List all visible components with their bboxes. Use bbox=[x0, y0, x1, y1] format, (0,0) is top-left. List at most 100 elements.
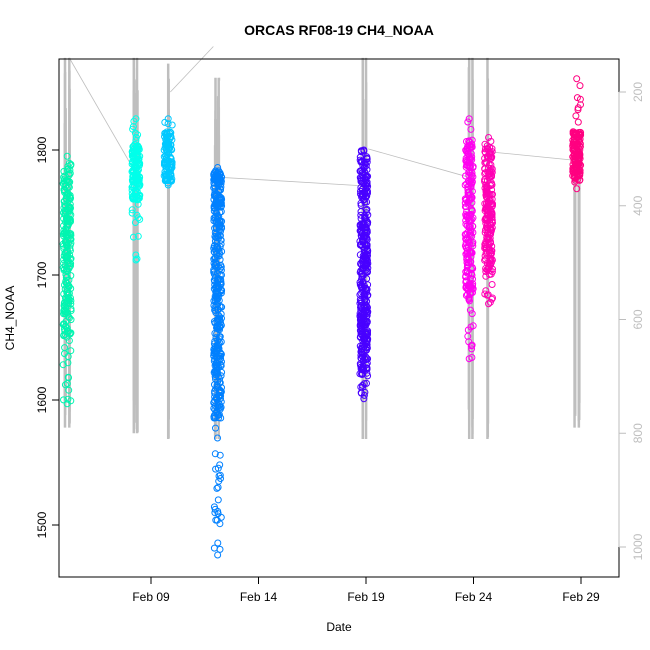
data-point bbox=[576, 171, 584, 179]
y2-tick-label-0: 200 bbox=[631, 82, 645, 102]
data-point bbox=[481, 176, 489, 184]
chart-title: ORCAS RF08-19 CH4_NOAA bbox=[244, 22, 434, 38]
data-point bbox=[60, 222, 67, 230]
flight-series-2 bbox=[160, 115, 176, 189]
data-point bbox=[130, 233, 137, 241]
data-point bbox=[67, 347, 75, 355]
data-point bbox=[361, 318, 369, 326]
data-point bbox=[214, 434, 221, 442]
data-point bbox=[60, 197, 68, 205]
data-point bbox=[62, 248, 70, 256]
data-point bbox=[488, 295, 496, 303]
data-point bbox=[166, 176, 174, 184]
data-point bbox=[61, 179, 69, 187]
data-point bbox=[167, 133, 175, 141]
data-point bbox=[469, 322, 477, 330]
data-point bbox=[213, 234, 221, 242]
data-point bbox=[129, 148, 136, 155]
data-point bbox=[469, 280, 477, 288]
data-point bbox=[211, 355, 219, 363]
data-point bbox=[210, 184, 218, 192]
data-point bbox=[466, 306, 474, 314]
data-point bbox=[571, 176, 579, 184]
axes bbox=[58, 58, 620, 578]
data-point bbox=[572, 112, 580, 120]
data-point bbox=[488, 200, 496, 208]
pressure-transit-0 bbox=[68, 57, 132, 167]
data-point bbox=[488, 213, 496, 221]
data-point bbox=[465, 270, 473, 278]
data-point bbox=[210, 172, 218, 179]
data-point bbox=[67, 194, 74, 202]
data-point bbox=[65, 203, 73, 211]
data-point bbox=[483, 291, 491, 299]
data-point bbox=[574, 118, 582, 126]
data-point bbox=[217, 338, 225, 346]
data-point bbox=[134, 152, 142, 160]
data-point bbox=[213, 290, 221, 297]
data-point bbox=[215, 252, 223, 260]
data-point bbox=[571, 155, 579, 163]
data-point bbox=[210, 503, 218, 511]
data-point bbox=[60, 396, 67, 404]
data-point bbox=[63, 253, 71, 261]
data-point bbox=[132, 251, 140, 259]
data-point bbox=[60, 310, 67, 318]
data-point bbox=[464, 118, 472, 126]
data-point bbox=[217, 286, 225, 294]
data-point bbox=[488, 165, 496, 173]
data-point bbox=[359, 243, 367, 250]
data-point bbox=[570, 138, 578, 146]
data-point bbox=[364, 211, 372, 219]
data-point bbox=[218, 314, 225, 322]
y2-ticks: 200 400 600 800 1000 bbox=[619, 82, 645, 560]
data-point bbox=[358, 171, 366, 179]
data-point bbox=[467, 125, 475, 133]
x-tick-label-0: Feb 09 bbox=[132, 590, 170, 604]
data-point bbox=[467, 183, 475, 191]
data-point bbox=[65, 386, 73, 394]
data-point bbox=[487, 256, 494, 264]
data-point bbox=[357, 208, 365, 216]
data-point bbox=[363, 254, 370, 262]
data-point bbox=[465, 137, 473, 145]
data-point bbox=[484, 152, 492, 160]
data-point bbox=[214, 179, 221, 187]
flight-series-4 bbox=[356, 146, 372, 403]
data-point bbox=[360, 264, 368, 272]
data-point bbox=[67, 285, 75, 292]
data-point bbox=[484, 211, 492, 219]
data-point bbox=[482, 169, 489, 177]
data-point bbox=[575, 148, 583, 156]
data-point bbox=[67, 297, 75, 305]
data-point bbox=[361, 198, 369, 206]
data-point bbox=[462, 239, 470, 247]
data-point bbox=[210, 255, 218, 263]
data-point bbox=[164, 120, 172, 128]
data-point bbox=[66, 230, 74, 238]
data-point bbox=[466, 231, 474, 239]
data-point bbox=[363, 364, 371, 372]
data-point bbox=[61, 308, 69, 316]
data-point bbox=[469, 238, 477, 246]
data-point bbox=[359, 383, 366, 391]
data-point-max bbox=[164, 115, 172, 123]
y2-tick-label-3: 800 bbox=[631, 423, 645, 443]
data-point bbox=[166, 128, 174, 136]
data-point bbox=[467, 205, 475, 213]
data-point bbox=[363, 188, 370, 196]
data-point-min bbox=[132, 256, 140, 264]
data-point bbox=[487, 227, 495, 235]
data-point bbox=[217, 310, 225, 318]
data-point bbox=[216, 471, 224, 479]
data-point bbox=[487, 249, 495, 257]
data-point bbox=[168, 175, 176, 183]
data-point bbox=[360, 357, 367, 365]
data-point bbox=[134, 143, 142, 151]
data-point bbox=[214, 539, 222, 547]
data-point bbox=[212, 424, 219, 432]
x-tick-label-3: Feb 24 bbox=[455, 590, 493, 604]
data-point bbox=[362, 301, 370, 309]
data-point bbox=[216, 461, 224, 469]
